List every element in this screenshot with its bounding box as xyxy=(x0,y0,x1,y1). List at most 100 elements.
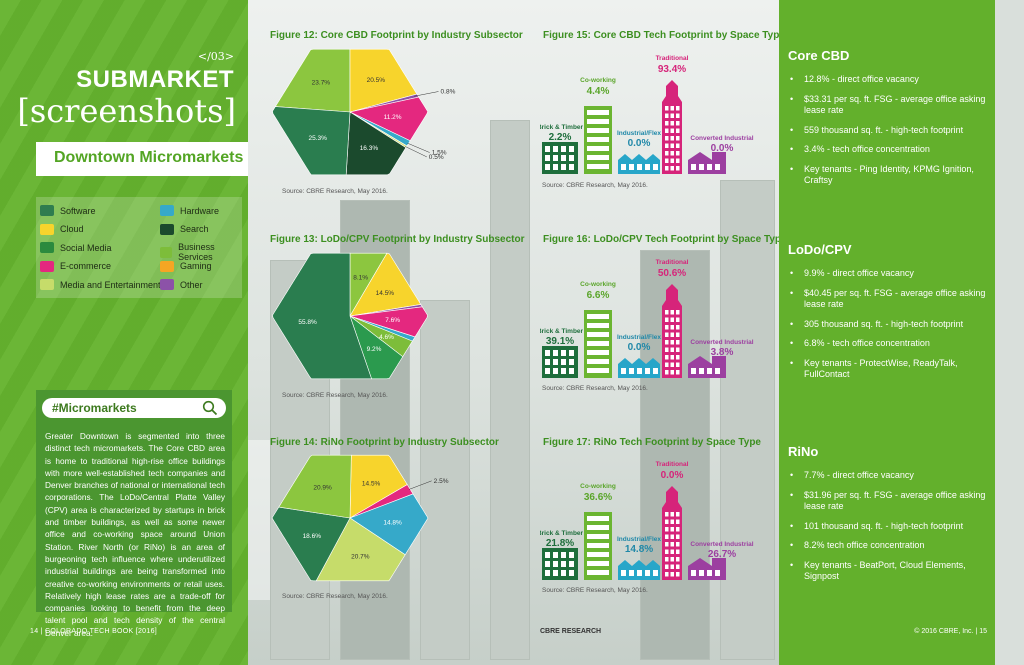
ecommerce-icon xyxy=(40,260,54,272)
space-type-label: Traditional xyxy=(656,461,689,468)
bullet-list: 9.9% - direct office vacancy $40.45 per … xyxy=(788,268,988,389)
pie-slice xyxy=(272,106,351,176)
leader-line xyxy=(408,480,432,490)
legend-label: Hardware xyxy=(180,205,220,216)
window xyxy=(645,368,650,374)
social-media-icon xyxy=(40,242,54,253)
window xyxy=(670,564,674,569)
bullet-item: 6.8% - tech office concentration xyxy=(788,338,988,350)
window xyxy=(670,512,674,517)
window xyxy=(587,323,609,328)
window xyxy=(676,158,680,163)
window xyxy=(553,155,558,161)
section-heading: Core CBD xyxy=(788,48,850,63)
bullet-item: $33.31 per sq. ft. FSG - average office … xyxy=(788,94,988,117)
page-subheading: [screenshots] xyxy=(17,92,236,130)
window xyxy=(561,146,566,152)
center-footer: CBRE RESEARCH xyxy=(540,628,602,635)
pie-chart-title: Figure 14: RiNo Footprint by Industry Su… xyxy=(270,437,499,448)
window xyxy=(665,534,669,539)
window xyxy=(587,146,609,151)
window xyxy=(545,155,550,161)
window xyxy=(653,164,658,170)
window xyxy=(587,314,609,319)
slice-label: 16.3% xyxy=(360,145,379,152)
window xyxy=(665,527,669,532)
window xyxy=(561,570,566,576)
pie-slice xyxy=(349,252,422,317)
window xyxy=(553,552,558,558)
space-type-label: Brick & Timber xyxy=(540,328,584,335)
window xyxy=(670,332,674,337)
pie-slice xyxy=(349,96,429,142)
space-type-label: Brick & Timber xyxy=(540,530,584,537)
window xyxy=(587,368,609,373)
window xyxy=(670,534,674,539)
bullet-item: 7.7% - direct office vacancy xyxy=(788,470,988,482)
window xyxy=(545,359,550,365)
section-title: Downtown Micromarkets xyxy=(54,149,244,166)
legend-label: Other xyxy=(180,279,203,290)
bullet-item: 8.2% tech office concentration xyxy=(788,540,988,552)
pie-chart: 8.1% 14.5% 7.6% 4.6% 9.2% 55.8% xyxy=(272,252,428,380)
window xyxy=(670,347,674,352)
window xyxy=(670,158,674,163)
window xyxy=(665,166,669,171)
window xyxy=(699,164,704,170)
window xyxy=(670,549,674,554)
slice-label: 14.5% xyxy=(376,290,395,297)
window xyxy=(545,368,550,374)
chart-source: Source: CBRE Research, May 2016. xyxy=(542,182,648,189)
window xyxy=(676,527,680,532)
box-title: #Micromarkets xyxy=(52,401,137,415)
space-type-label: Industrial/Flex xyxy=(617,130,661,137)
window xyxy=(665,332,669,337)
slice-label: 18.6% xyxy=(303,533,322,540)
window xyxy=(691,164,696,170)
page-footer-left: 14 | COLORADO TECH BOOK [2016] xyxy=(30,628,158,635)
window xyxy=(676,512,680,517)
legend-label: Search xyxy=(180,224,209,234)
space-chart-title: Figure 15: Core CBD Tech Footprint by Sp… xyxy=(543,30,785,41)
window xyxy=(676,572,680,577)
window xyxy=(670,340,674,345)
space-type-label: Industrial/Flex xyxy=(617,334,661,341)
space-type-value: 21.8% xyxy=(546,538,574,549)
pie-slice xyxy=(349,454,408,519)
window xyxy=(665,113,669,118)
window xyxy=(715,570,720,576)
window xyxy=(670,143,674,148)
legend-item: Search xyxy=(160,223,209,235)
window xyxy=(587,119,609,124)
window xyxy=(587,543,609,548)
window xyxy=(699,368,704,374)
window xyxy=(621,570,626,576)
window xyxy=(545,561,550,567)
window xyxy=(665,564,669,569)
pie-slice xyxy=(349,315,404,380)
window xyxy=(670,166,674,171)
pie-slice xyxy=(349,48,418,113)
slice-label: 25.3% xyxy=(308,135,327,142)
window xyxy=(676,370,680,375)
window xyxy=(676,106,680,111)
page-footer-right: © 2016 CBRE, Inc. | 15 xyxy=(914,628,987,635)
space-type-value: 4.4% xyxy=(587,86,610,97)
window xyxy=(670,325,674,330)
space-type-label: Traditional xyxy=(656,259,689,266)
window xyxy=(587,525,609,530)
legend-item: Media and Entertainment xyxy=(40,279,161,290)
pie-chart-title: Figure 12: Core CBD Footprint by Industr… xyxy=(270,30,523,41)
window xyxy=(587,534,609,539)
window xyxy=(561,350,566,356)
window xyxy=(665,557,669,562)
window xyxy=(545,350,550,356)
window xyxy=(670,121,674,126)
converted-industrial-building xyxy=(688,152,726,174)
business-services-icon xyxy=(160,246,173,258)
left-panel: </03> SUBMARKET [screenshots] Downtown M… xyxy=(0,0,248,665)
bullet-list: 12.8% - direct office vacancy $33.31 per… xyxy=(788,74,988,195)
window xyxy=(715,368,720,374)
window xyxy=(587,164,609,169)
